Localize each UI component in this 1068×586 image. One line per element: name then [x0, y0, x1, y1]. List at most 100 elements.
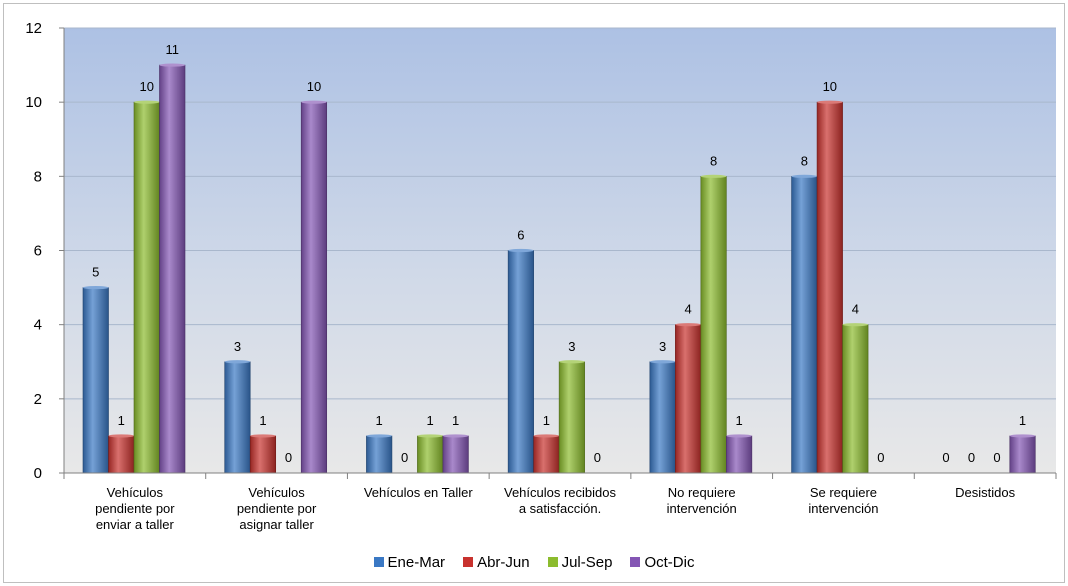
- data-label: 1: [427, 413, 434, 428]
- data-label: 1: [735, 413, 742, 428]
- data-label: 0: [401, 450, 408, 465]
- bar-cap: [108, 434, 134, 438]
- bar-oct-dic: [159, 64, 186, 474]
- bar-jul-sep: [842, 324, 869, 474]
- bar-cap: [301, 100, 327, 104]
- bar-abr-jun: [816, 101, 843, 474]
- data-label: 0: [594, 450, 601, 465]
- bar-cap: [675, 323, 701, 327]
- data-label: 1: [259, 413, 266, 428]
- bar-oct-dic: [1009, 435, 1036, 474]
- bar-cap: [842, 323, 869, 327]
- bar-oct-dic: [442, 435, 469, 474]
- data-label: 0: [942, 450, 949, 465]
- bar-cap: [83, 285, 109, 290]
- data-label: 1: [118, 413, 125, 428]
- legend-item: Ene-Mar: [373, 553, 446, 571]
- bar-abr-jun: [533, 435, 560, 474]
- legend-item: Abr-Jun: [463, 554, 530, 571]
- data-label: 10: [307, 79, 321, 94]
- legend-item: Jul-Sep: [547, 553, 613, 571]
- bar-abr-jun: [108, 435, 135, 474]
- bar-cap: [533, 434, 560, 438]
- category-label: Se requiere intervención: [808, 485, 878, 516]
- gridlines: [64, 27, 1056, 400]
- legend-swatch: [463, 557, 474, 567]
- bar-jul-sep: [700, 176, 727, 474]
- bar-cap: [250, 434, 276, 438]
- category-label: Desistidos: [955, 485, 1015, 500]
- data-label: 11: [166, 42, 180, 57]
- bar-jul-sep: [417, 435, 444, 474]
- legend: Ene-Mar Abr-Jun Jul-Sep Oct-Dic: [0, 549, 1068, 575]
- y-tick-label: 8: [34, 168, 42, 185]
- data-label: 0: [993, 450, 1000, 465]
- y-tick-label: 2: [34, 391, 42, 408]
- data-label: 0: [285, 450, 292, 465]
- bar-abr-jun: [249, 435, 277, 474]
- bar-cap: [791, 174, 818, 178]
- bar-cap: [559, 360, 585, 364]
- data-label: 3: [568, 339, 575, 354]
- bar-cap: [817, 100, 843, 104]
- data-label: 8: [710, 153, 717, 168]
- data-label: 3: [234, 339, 241, 354]
- data-label: 0: [877, 450, 884, 465]
- bar-cap: [442, 434, 469, 438]
- bar-cap: [417, 434, 443, 438]
- bar-cap: [366, 434, 392, 438]
- data-label: 6: [517, 228, 524, 243]
- y-tick-label: 6: [34, 243, 42, 260]
- bar-oct-dic: [300, 101, 328, 474]
- bar-cap: [224, 360, 251, 364]
- legend-swatch: [547, 557, 558, 567]
- bar-ene-mar: [366, 435, 393, 474]
- data-label: 0: [968, 450, 975, 465]
- bar-cap: [700, 174, 727, 178]
- data-label: 5: [92, 265, 99, 280]
- legend-swatch: [373, 557, 384, 567]
- bar-ene-mar: [791, 176, 818, 474]
- bar-abr-jun: [675, 324, 702, 474]
- y-tick-label: 10: [25, 94, 42, 111]
- bar-cap: [1009, 434, 1036, 438]
- bar-ene-mar: [649, 361, 676, 474]
- data-label: 1: [1019, 413, 1026, 428]
- data-label: 3: [659, 339, 666, 354]
- data-label: 1: [376, 413, 383, 428]
- y-tick-label: 12: [25, 20, 42, 37]
- data-label: 1: [452, 413, 459, 428]
- category-label: Vehículos pendiente por asignar taller: [237, 485, 317, 532]
- data-label: 8: [801, 153, 808, 168]
- bar-cap: [726, 434, 752, 438]
- data-label: 10: [140, 79, 154, 94]
- bar-ene-mar: [224, 361, 251, 474]
- legend-label: Abr-Jun: [477, 553, 530, 571]
- data-label: 10: [823, 79, 837, 94]
- legend-label: Oct-Dic: [644, 553, 695, 571]
- y-tick-label: 4: [34, 317, 42, 334]
- legend-label: Jul-Sep: [561, 553, 613, 571]
- category-label: No requiere intervención: [667, 485, 737, 516]
- bar-cap: [508, 248, 534, 253]
- data-label: 4: [852, 302, 859, 317]
- bar-jul-sep: [133, 101, 160, 474]
- bar-ene-mar: [82, 287, 109, 474]
- bar-cap: [134, 100, 160, 104]
- category-label: Vehículos recibidos a satisfacción.: [504, 485, 617, 516]
- data-label: 4: [684, 302, 691, 317]
- legend-swatch: [630, 557, 641, 567]
- data-label: 1: [543, 413, 550, 428]
- bar-ene-mar: [507, 250, 534, 474]
- legend-item: Oct-Dic: [630, 554, 694, 571]
- legend-label: Ene-Mar: [387, 553, 446, 571]
- bar-jul-sep: [558, 361, 585, 474]
- bar-cap: [649, 360, 676, 364]
- bar-cap: [159, 63, 185, 67]
- y-tick-label: 0: [34, 465, 42, 482]
- category-label: Vehículos pendiente por enviar a taller: [95, 485, 175, 532]
- category-label: Vehículos en Taller: [364, 485, 474, 500]
- bar-oct-dic: [726, 435, 753, 474]
